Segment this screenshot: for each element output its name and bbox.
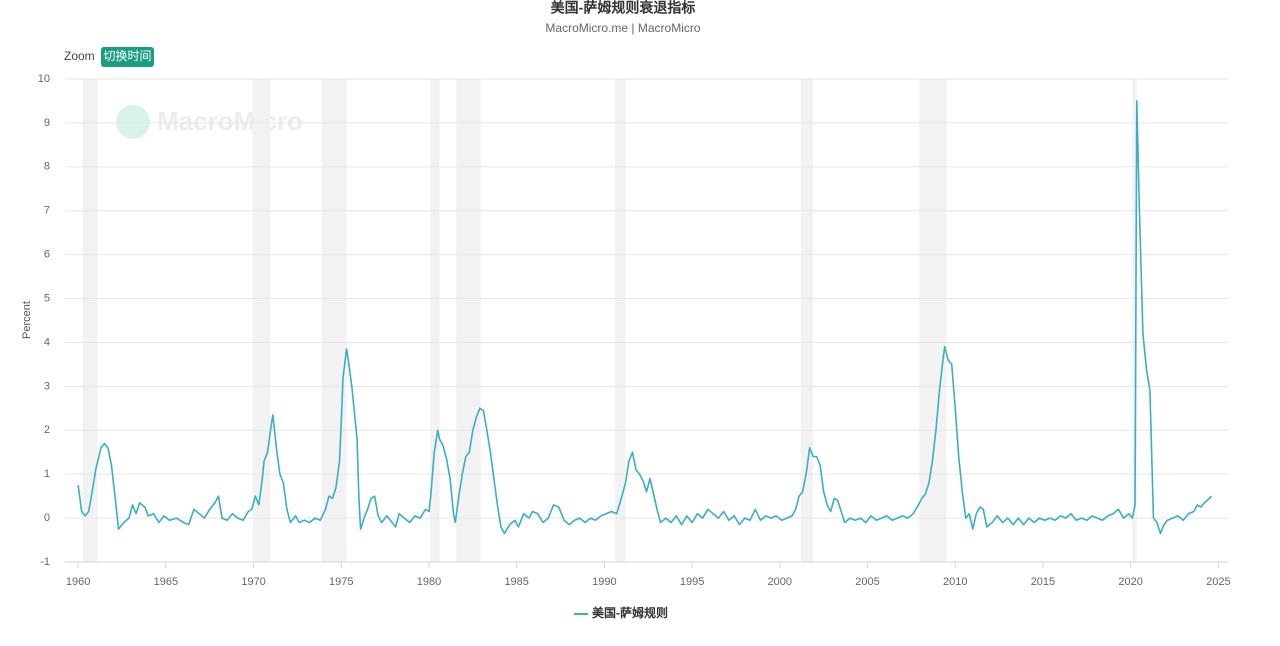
x-tick-label: 2010 xyxy=(943,576,967,588)
y-tick-label: 5 xyxy=(44,292,50,304)
recession-band xyxy=(919,79,947,562)
watermark-icon xyxy=(116,105,150,139)
x-tick-label: 2020 xyxy=(1118,576,1142,588)
x-tick-label: 1970 xyxy=(241,576,265,588)
y-tick-label: 9 xyxy=(44,117,50,129)
recession-band xyxy=(429,79,440,562)
zoom-button-label[interactable]: 切换时间 xyxy=(103,49,151,63)
y-tick-label: 3 xyxy=(44,380,50,392)
chart-title: 美国-萨姆规则衰退指标 xyxy=(551,0,696,16)
y-tick-label: 0 xyxy=(44,512,50,524)
x-tick-label: 1980 xyxy=(417,576,441,588)
x-tick-label: 1995 xyxy=(680,576,704,588)
recession-band xyxy=(252,79,271,562)
recession-band xyxy=(82,79,98,562)
y-tick-label: 10 xyxy=(38,73,50,85)
chart-subtitle: MacroMicro.me | MacroMicro xyxy=(545,21,700,35)
zoom-label: Zoom xyxy=(64,49,95,63)
legend-label: 美国-萨姆规则 xyxy=(592,605,668,620)
x-tick-label: 1975 xyxy=(329,576,353,588)
y-axis-label: Percent xyxy=(21,301,33,339)
x-tick-label: 1985 xyxy=(504,576,528,588)
recession-band xyxy=(1132,79,1137,562)
y-tick-label: 8 xyxy=(44,161,50,173)
x-tick-label: 1960 xyxy=(66,576,90,588)
x-tick-label: 1990 xyxy=(592,576,616,588)
y-tick-label: 6 xyxy=(44,249,50,261)
x-tick-label: 2005 xyxy=(855,576,879,588)
zoom-button[interactable] xyxy=(101,47,154,67)
x-tick-label: 1965 xyxy=(154,576,178,588)
y-tick-label: 2 xyxy=(44,424,50,436)
x-tick-label: 2025 xyxy=(1206,576,1230,588)
series-line xyxy=(77,100,1212,535)
recession-band xyxy=(614,79,626,562)
x-tick-label: 2015 xyxy=(1031,576,1055,588)
y-tick-label: 1 xyxy=(44,468,50,480)
y-tick-label: 7 xyxy=(44,205,50,217)
recession-band xyxy=(321,79,347,562)
recession-band xyxy=(800,79,814,562)
y-tick-label: 4 xyxy=(44,336,50,348)
recession-band xyxy=(456,79,481,562)
watermark: MacroMicro xyxy=(157,106,303,136)
x-tick-label: 2000 xyxy=(768,576,792,588)
y-tick-label: -1 xyxy=(40,556,50,568)
